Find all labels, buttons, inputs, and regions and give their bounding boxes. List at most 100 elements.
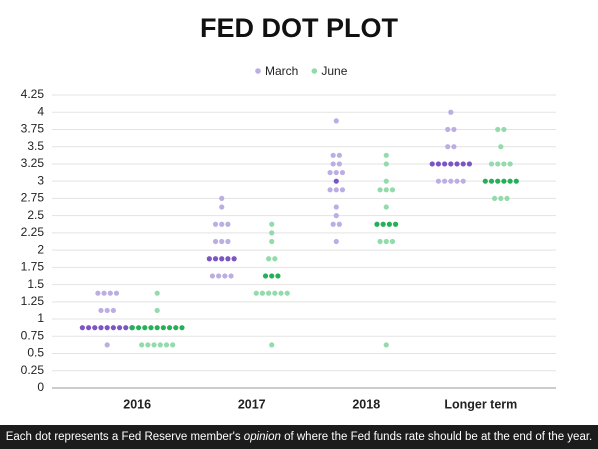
dot [219, 256, 225, 262]
dot [225, 256, 231, 262]
y-tick-label: 2.5 [27, 208, 44, 222]
dot [275, 273, 281, 279]
dot [79, 325, 85, 331]
y-tick-label: 0 [37, 380, 44, 394]
x-tick-label: Longer term [444, 397, 517, 411]
dot [110, 325, 116, 331]
dot [269, 273, 275, 279]
y-tick-label: 1 [37, 311, 44, 325]
dot [219, 238, 225, 245]
dot [435, 178, 442, 184]
dot [154, 325, 160, 331]
dot [377, 187, 383, 193]
dot [154, 290, 160, 296]
dot [330, 152, 336, 158]
dot [383, 178, 389, 184]
dot [501, 161, 507, 167]
dot [219, 204, 225, 210]
dot [219, 195, 225, 202]
dot [179, 325, 185, 331]
dot [380, 221, 386, 227]
dot [284, 290, 290, 296]
dot [507, 161, 513, 167]
dot [116, 325, 123, 331]
dot [377, 238, 383, 245]
y-tick-label: 1.75 [21, 260, 45, 274]
dot [333, 204, 339, 210]
y-tick-label: 0.25 [21, 363, 45, 377]
dot [389, 238, 396, 245]
dot [104, 325, 110, 331]
dot [333, 178, 339, 184]
legend-label: March [265, 64, 298, 78]
dot [333, 238, 339, 245]
dot [216, 273, 222, 279]
dot [269, 342, 275, 348]
dot [327, 187, 333, 193]
dot [466, 161, 473, 167]
dot [163, 342, 170, 348]
dot [266, 290, 272, 296]
dot [160, 325, 166, 331]
dot [333, 118, 339, 124]
dot [225, 238, 231, 245]
dot [501, 126, 507, 133]
dot [333, 169, 339, 176]
dot [504, 195, 510, 202]
chart-title: FED DOT PLOT [200, 13, 398, 43]
dot [212, 256, 219, 262]
dot [253, 290, 259, 296]
y-tick-label: 4 [37, 104, 44, 118]
dot [460, 178, 466, 184]
dot [266, 256, 272, 262]
dot [488, 161, 495, 167]
footnote-emphasis: opinion [243, 431, 281, 443]
dot [383, 187, 389, 193]
dot [513, 178, 519, 184]
dot [113, 290, 120, 296]
dot [482, 178, 488, 184]
dot [383, 161, 389, 167]
dot [95, 290, 101, 296]
dot [454, 161, 460, 167]
dot [209, 273, 216, 279]
y-tick-label: 2.75 [21, 191, 45, 205]
dot [85, 325, 92, 331]
dot [148, 325, 154, 331]
dot [104, 307, 110, 314]
dot [442, 178, 448, 184]
x-tick-label: 2017 [238, 397, 266, 411]
dot [272, 256, 278, 262]
dot [269, 238, 275, 245]
dot [386, 221, 392, 227]
legend-label: June [321, 64, 347, 78]
dot [330, 221, 336, 227]
dot [451, 126, 457, 133]
dot [222, 273, 228, 279]
dot [170, 342, 176, 348]
dot [278, 290, 284, 296]
dot [98, 325, 104, 331]
dot [212, 238, 219, 245]
dot [448, 161, 454, 167]
dot [339, 169, 346, 176]
dot [110, 307, 116, 314]
y-tick-label: 3 [37, 173, 44, 187]
dot [339, 187, 346, 193]
y-tick-label: 3.25 [21, 156, 45, 170]
dot [445, 126, 451, 133]
y-tick-label: 1.5 [27, 277, 44, 291]
y-tick-label: 1.25 [21, 294, 45, 308]
dot [445, 144, 451, 150]
dot [98, 307, 104, 314]
footnote-text: Each dot represents a Fed Reserve member… [5, 431, 244, 443]
dot [262, 273, 269, 279]
dot [92, 325, 98, 331]
y-tick-label: 2 [37, 242, 44, 256]
dot [151, 342, 157, 348]
dot [392, 221, 399, 227]
dot [507, 178, 513, 184]
dot [123, 325, 129, 331]
dot [454, 178, 460, 184]
